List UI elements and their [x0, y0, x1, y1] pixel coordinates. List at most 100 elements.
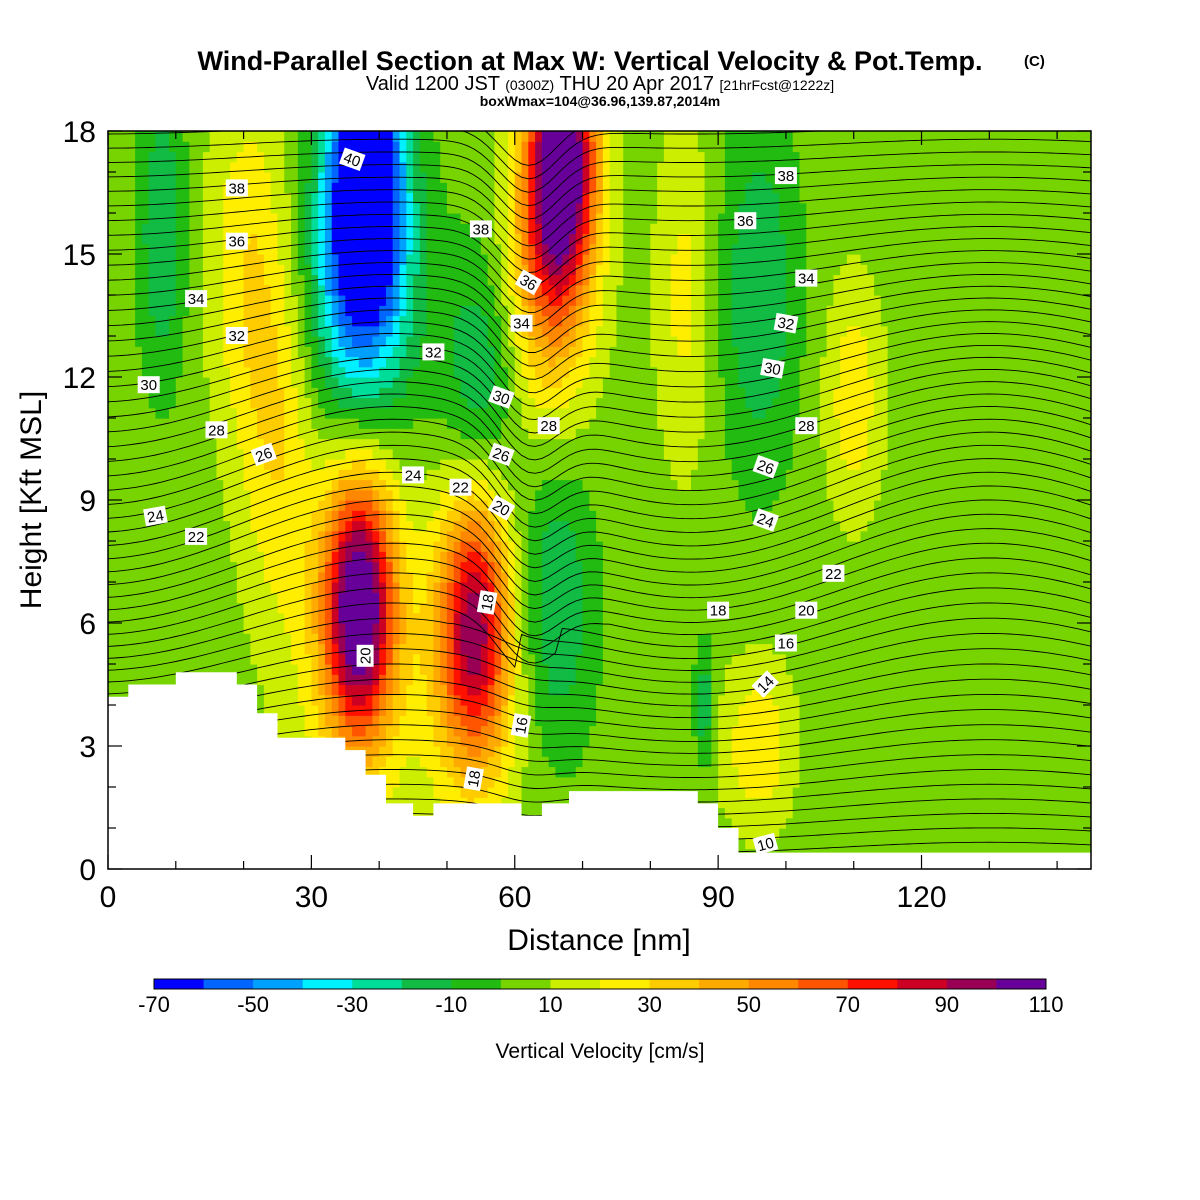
- velocity-cell: [514, 551, 523, 563]
- velocity-cell: [392, 653, 401, 665]
- velocity-cell: [806, 746, 814, 757]
- velocity-cell: [318, 520, 326, 532]
- velocity-cell: [596, 643, 604, 655]
- velocity-cell: [630, 551, 638, 563]
- velocity-cell: [1009, 520, 1018, 532]
- velocity-cell: [826, 725, 834, 737]
- velocity-cell: [1070, 592, 1079, 604]
- velocity-cell: [623, 561, 631, 573]
- velocity-cell: [202, 561, 211, 573]
- velocity-cell: [514, 746, 523, 757]
- velocity-cell: [935, 612, 943, 624]
- velocity-cell: [141, 592, 150, 604]
- velocity-cell: [846, 838, 855, 850]
- velocity-cell: [169, 623, 177, 634]
- velocity-cell: [202, 643, 211, 655]
- velocity-cell: [236, 551, 245, 563]
- velocity-cell: [514, 684, 523, 696]
- velocity-cell: [446, 756, 455, 768]
- velocity-cell: [507, 582, 516, 593]
- velocity-cell: [602, 561, 611, 573]
- velocity-cell: [799, 664, 807, 675]
- velocity-cell: [216, 571, 224, 583]
- velocity-cell: [494, 571, 502, 583]
- velocity-cell: [1002, 797, 1011, 809]
- velocity-cell: [324, 551, 333, 563]
- velocity-cell: [521, 807, 529, 819]
- velocity-cell: [745, 582, 753, 593]
- velocity-cell: [833, 694, 841, 706]
- velocity-cell: [270, 653, 279, 665]
- velocity-cell: [182, 592, 190, 604]
- velocity-cell: [1002, 530, 1011, 542]
- velocity-cell: [311, 643, 319, 655]
- velocity-cell: [562, 725, 570, 737]
- velocity-cell: [480, 787, 489, 798]
- velocity-cell: [819, 602, 828, 614]
- velocity-cell: [480, 530, 489, 542]
- velocity-cell: [935, 684, 943, 696]
- velocity-cell: [846, 571, 855, 583]
- velocity-cell: [250, 592, 258, 604]
- velocity-cell: [318, 623, 326, 634]
- velocity-cell: [494, 715, 502, 727]
- velocity-cell: [1050, 623, 1058, 634]
- velocity-cell: [1057, 530, 1065, 542]
- velocity-cell: [1070, 530, 1079, 542]
- velocity-cell: [901, 551, 909, 563]
- velocity-cell: [894, 766, 902, 778]
- velocity-cell: [169, 664, 177, 675]
- velocity-cell: [311, 582, 319, 593]
- velocity-cell: [663, 694, 672, 706]
- velocity-cell: [311, 705, 319, 716]
- velocity-cell: [948, 541, 957, 552]
- velocity-cell: [813, 838, 821, 850]
- velocity-cell: [487, 551, 496, 563]
- velocity-cell: [853, 582, 862, 593]
- velocity-cell: [216, 633, 224, 645]
- velocity-cell: [752, 612, 760, 624]
- velocity-cell: [1063, 684, 1072, 696]
- velocity-cell: [257, 694, 265, 706]
- velocity-cell: [1043, 756, 1051, 768]
- velocity-cell: [535, 541, 543, 552]
- velocity-cell: [399, 705, 407, 716]
- velocity-cell: [311, 725, 319, 737]
- velocity-cell: [474, 684, 482, 696]
- velocity-cell: [426, 807, 435, 819]
- velocity-cell: [541, 664, 550, 675]
- velocity-cell: [792, 551, 801, 563]
- velocity-cell: [677, 776, 685, 788]
- velocity-cell: [263, 520, 272, 532]
- velocity-cell: [643, 735, 651, 747]
- velocity-cell: [704, 551, 712, 563]
- velocity-cell: [928, 838, 936, 850]
- velocity-cell: [935, 766, 943, 778]
- velocity-cell: [487, 510, 496, 522]
- velocity-cell: [846, 643, 855, 655]
- velocity-cell: [297, 582, 306, 593]
- velocity-cell: [996, 828, 1004, 839]
- velocity-cell: [907, 705, 916, 716]
- velocity-cell: [704, 674, 712, 686]
- velocity-cell: [399, 797, 407, 809]
- velocity-cell: [345, 530, 353, 542]
- velocity-cell: [1029, 684, 1038, 696]
- velocity-cell: [955, 582, 963, 593]
- velocity-cell: [501, 582, 509, 593]
- velocity-cell: [467, 746, 475, 757]
- velocity-cell: [921, 653, 929, 665]
- velocity-cell: [602, 633, 611, 645]
- velocity-cell: [928, 530, 936, 542]
- velocity-cell: [182, 633, 190, 645]
- velocity-cell: [880, 828, 889, 839]
- velocity-cell: [270, 674, 279, 686]
- velocity-cell: [1029, 623, 1038, 634]
- velocity-cell: [935, 653, 943, 665]
- velocity-cell: [1029, 643, 1038, 655]
- velocity-cell: [779, 602, 787, 614]
- velocity-cell: [799, 705, 807, 716]
- velocity-cell: [365, 725, 373, 737]
- velocity-cell: [874, 520, 882, 532]
- velocity-cell: [528, 520, 536, 532]
